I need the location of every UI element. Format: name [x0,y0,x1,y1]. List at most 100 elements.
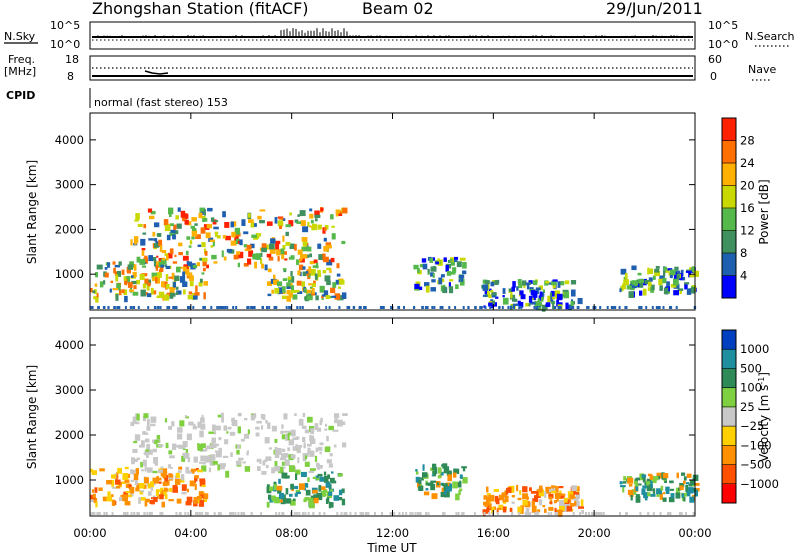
power-colorbar-tick-label: 8 [740,246,747,260]
power-echo-cell [284,251,287,255]
velocity-echo-cell [274,461,278,468]
power-echo-cell [619,288,622,293]
velocity-echo-cell [236,444,240,449]
power-echo-cell [220,306,223,309]
power-echo-cell [429,258,434,263]
power-echo-cell [144,255,148,263]
velocity-echo-cell [288,454,293,461]
power-colorbar-tick-label: 20 [740,179,755,193]
power-echo-cell [326,280,331,286]
power-echo-cell [118,261,122,266]
power-echo-cell [179,276,186,283]
date-label: 29/Jun/2011 [606,0,703,18]
power-echo-cell [159,306,162,309]
time-x-tick-label: 12:00 [376,526,409,540]
velocity-echo-cell [294,485,299,489]
velocity-echo-cell [329,502,334,508]
velocity-echo-cell [511,512,513,515]
power-echo-cell [218,306,221,309]
power-echo-cell [568,304,572,311]
velocity-echo-cell [279,493,285,499]
velocity-echo-cell [455,512,458,515]
velocity-echo-cell [161,512,164,515]
velocity-echo-cell [305,455,308,460]
power-echo-cell [135,213,140,220]
velocity-echo-cell [554,512,557,515]
velocity-echo-cell [304,512,307,515]
power-echo-cell [172,234,176,240]
power-echo-cell [323,256,329,263]
power-echo-cell [314,273,318,280]
velocity-echo-cell [314,455,318,462]
power-echo-cell [462,270,467,275]
power-echo-cell [662,306,665,309]
power-echo-cell [136,279,140,285]
velocity-echo-cell [641,474,647,478]
velocity-echo-cell [168,499,174,502]
velocity-echo-cell [625,512,628,515]
power-echo-cell [363,306,366,309]
power-echo-cell [571,289,576,297]
velocity-echo-cell [304,461,310,467]
velocity-echo-cell [507,487,512,493]
power-echo-cell [550,281,557,286]
power-echo-cell [510,292,513,299]
velocity-echo-cell [536,511,539,515]
velocity-echo-cell [200,417,205,423]
power-echo-cell [140,289,146,297]
power-echo-cell [318,306,321,309]
power-echo-cell [309,268,316,276]
power-echo-cell [684,284,688,290]
power-echo-cell [134,264,137,271]
power-echo-cell [538,305,542,310]
power-echo-cell [311,226,314,231]
power-echo-cell [281,295,288,300]
power-echo-cell [455,284,459,289]
velocity-echo-cell [160,490,165,497]
velocity-echo-cell [285,498,291,504]
velocity-echo-cell [318,496,323,501]
velocity-echo-cell [178,444,183,449]
power-echo-cell [275,242,280,250]
power-echo-cell [216,306,219,309]
power-echo-cell [322,270,327,274]
velocity-echo-cell [683,476,687,481]
velocity-echo-cell [169,487,173,492]
power-echo-cell [285,224,291,228]
power-echo-cell [248,250,254,257]
power-echo-cell [550,296,554,302]
power-echo-cell [165,274,169,281]
power-echo-cell [479,306,482,309]
velocity-echo-cell [445,486,452,492]
nave-label: Nave [748,63,776,76]
power-echo-cell [213,261,218,264]
power-echo-cell [640,306,643,309]
velocity-echo-cell [163,468,168,474]
power-echo-cell [606,306,609,309]
velocity-echo-cell [544,491,547,498]
power-echo-cell [241,219,246,226]
velocity-echo-cell [91,489,94,493]
velocity-echo-cell [97,512,99,515]
power-echo-cell [448,286,454,294]
power-echo-cell [328,306,331,309]
velocity-echo-cell [274,451,280,458]
power-echo-cell [381,306,384,309]
power-echo-cell [114,264,121,268]
velocity-echo-cell [405,512,408,515]
power-echo-cell [432,273,435,278]
power-echo-cell [173,282,176,288]
velocity-echo-cell [547,512,550,515]
velocity-echo-cell [144,501,148,507]
velocity-echo-cell [285,434,288,441]
power-echo-cell [684,282,690,285]
velocity-echo-cell [310,428,315,435]
velocity-echo-cell [143,413,149,419]
velocity-echo-cell [678,487,681,491]
power-echo-cell [448,282,451,289]
velocity-echo-cell [656,488,662,495]
power-echo-cell [550,290,556,297]
power-echo-cell [519,290,524,295]
power-echo-cell [186,272,193,277]
velocity-echo-cell [669,480,674,484]
